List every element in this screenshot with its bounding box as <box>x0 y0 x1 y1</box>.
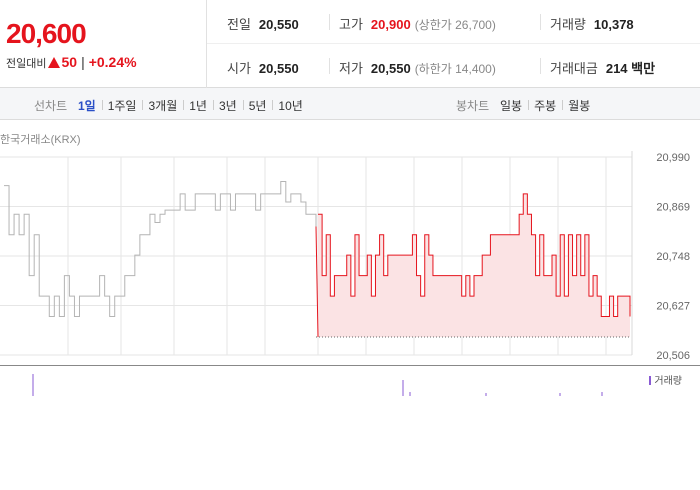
price-chart-svg: 20,990 20,869 20,748 20,627 20,506 <box>0 151 690 362</box>
tab-period-6[interactable]: 5년 <box>242 97 273 114</box>
price-chart[interactable]: 20,990 20,869 20,748 20,627 20,506 한국거래소(KRX… <box>0 121 700 365</box>
tab-period-2[interactable]: 1주일 <box>101 97 143 114</box>
y-tick-label: 20,869 <box>656 202 690 214</box>
volume-chart-svg <box>32 374 603 396</box>
quote-summary: 20,600 전일대비 50 | +0.24% 전일 20,550 고가 20,900 (상… <box>0 0 700 88</box>
stat-value: 20,900 <box>370 17 411 32</box>
stat-volume: 거래량 10,378 <box>550 14 634 33</box>
stat-label: 거래대금 <box>550 61 598 76</box>
line-chart-tabs: 1일 1주일 3개월 1년 3년 5년 10년 <box>72 97 309 114</box>
candle-chart-tabs: 일봉 주봉 월봉 <box>494 97 596 114</box>
tab-candle-1[interactable]: 일봉 <box>500 99 523 113</box>
series-line-prev-day <box>4 181 317 318</box>
stat-label: 전일 <box>227 17 251 32</box>
stat-prev-close: 전일 20,550 <box>227 14 299 33</box>
stat-sub: (상한가 26,700) <box>414 18 496 32</box>
stat-value: 20,550 <box>258 17 299 32</box>
stat-label: 고가 <box>339 17 363 32</box>
stats-grid: 전일 20,550 고가 20,900 (상한가 26,700) 거래량 10,378 … <box>207 0 700 88</box>
stat-open: 시가 20,550 <box>227 58 299 77</box>
stat-label: 시가 <box>227 61 251 76</box>
stats-row: 시가 20,550 저가 20,550 (하한가 14,400) 거래대금 214 백만 <box>207 44 700 88</box>
y-tick-label: 20,748 <box>656 251 690 263</box>
tab-period-1[interactable]: 1일 <box>78 99 96 113</box>
y-tick-label: 20,990 <box>656 152 690 164</box>
stat-sub: (하한가 14,400) <box>414 62 496 76</box>
stat-value: 214 백만 <box>605 61 656 76</box>
series-connector <box>315 226 319 338</box>
current-price: 20,600 <box>6 18 87 49</box>
series-area-today <box>318 193 630 337</box>
price-change-rate: +0.24% <box>88 54 137 70</box>
stat-label: 저가 <box>339 61 363 76</box>
tab-candle-3[interactable]: 월봉 <box>562 97 596 114</box>
price-change: 전일대비 50 | +0.24% <box>6 54 137 71</box>
exchange-label: 한국거래소(KRX) <box>0 134 81 146</box>
divider <box>329 58 330 74</box>
stat-value: 10,378 <box>593 17 634 32</box>
divider <box>540 14 541 30</box>
tab-period-3[interactable]: 3개월 <box>142 97 183 114</box>
candle-chart-label: 봉차트 <box>456 99 490 113</box>
price-change-value: 50 <box>61 54 78 70</box>
stats-row: 전일 20,550 고가 20,900 (상한가 26,700) 거래량 10,378 <box>207 0 700 44</box>
y-tick-label: 20,627 <box>656 301 690 313</box>
stat-value: 20,550 <box>258 61 299 76</box>
divider: | <box>81 54 85 70</box>
tab-candle-2[interactable]: 주봉 <box>528 97 562 114</box>
current-price-box: 20,600 전일대비 50 | +0.24% <box>0 0 207 88</box>
price-change-label: 전일대비 <box>6 58 47 70</box>
stat-low: 저가 20,550 (하한가 14,400) <box>339 58 496 77</box>
volume-legend: 거래량 <box>649 372 682 387</box>
divider <box>329 14 330 30</box>
stat-high: 고가 20,900 (상한가 26,700) <box>339 14 496 33</box>
tab-period-4[interactable]: 1년 <box>183 97 213 114</box>
volume-chart: 거래량 <box>0 365 700 397</box>
y-tick-label: 20,506 <box>656 350 690 362</box>
stat-trade-amount: 거래대금 214 백만 <box>550 58 655 77</box>
stat-value: 20,550 <box>370 61 411 76</box>
tab-period-5[interactable]: 3년 <box>212 97 243 114</box>
volume-legend-swatch <box>649 376 652 385</box>
divider <box>540 58 541 74</box>
stat-label: 거래량 <box>550 17 586 32</box>
line-chart-label: 선차트 <box>34 99 68 113</box>
tab-period-7[interactable]: 10년 <box>272 97 308 114</box>
up-triangle-icon <box>48 57 61 68</box>
chart-period-bar: 선차트 1일 1주일 3개월 1년 3년 5년 10년 봉차트 일봉 주봉 월봉 <box>0 88 700 120</box>
volume-legend-label: 거래량 <box>654 376 682 387</box>
series-line-today <box>318 193 631 318</box>
